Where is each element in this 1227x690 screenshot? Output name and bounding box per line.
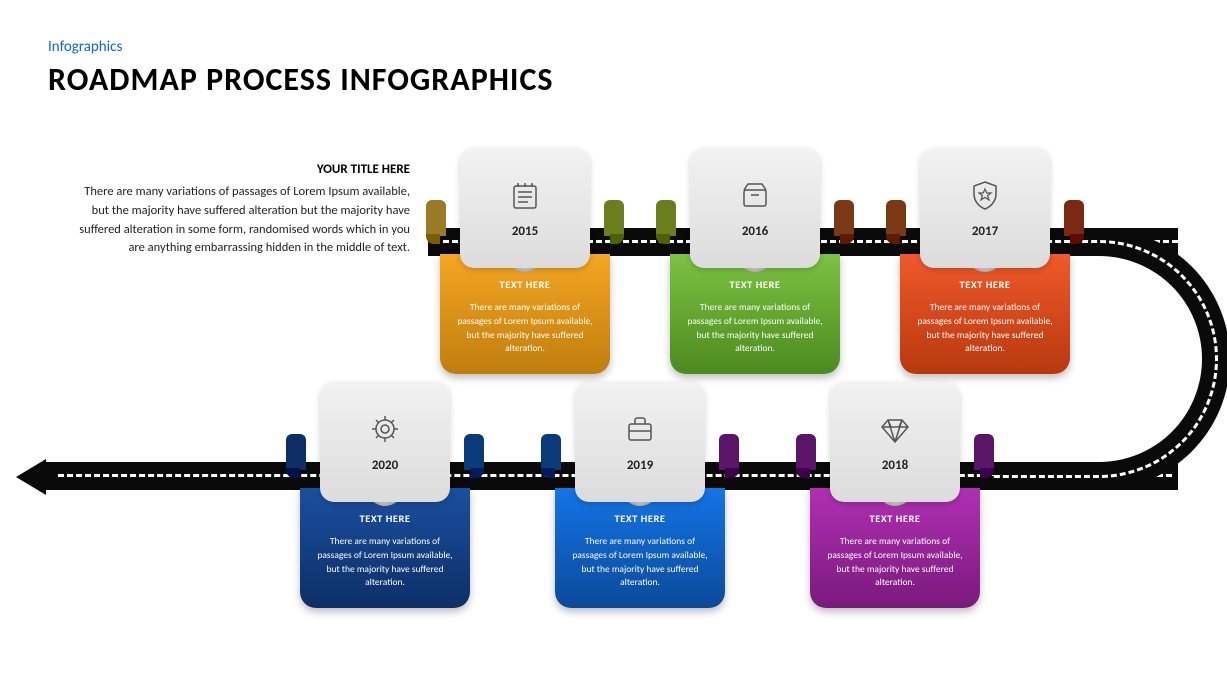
year-label: 2015 — [512, 224, 538, 239]
card-title: TEXT HERE — [569, 512, 711, 525]
milestone-2019: 2019 TEXT HERE There are many variations… — [555, 382, 725, 608]
page-subtitle: Infographics — [48, 38, 122, 56]
ribbon-left — [796, 434, 816, 470]
text-card: TEXT HERE There are many variations of p… — [670, 254, 840, 374]
card-body: There are many variations of passages of… — [314, 535, 456, 590]
milestone-2017: 2017 TEXT HERE There are many variations… — [900, 148, 1070, 374]
ribbon-left — [886, 200, 906, 236]
year-card: 2018 — [830, 382, 960, 502]
ribbon-left — [426, 200, 446, 236]
briefcase-icon — [623, 412, 657, 446]
card-title: TEXT HERE — [314, 512, 456, 525]
text-card: TEXT HERE There are many variations of p… — [300, 488, 470, 608]
ribbon-right — [1064, 200, 1084, 236]
road-arrow — [16, 459, 46, 495]
ribbon-right — [604, 200, 624, 236]
card-title: TEXT HERE — [454, 278, 596, 291]
intro-block: YOUR TITLE HERE There are many variation… — [75, 162, 410, 258]
ribbon-left — [286, 434, 306, 470]
text-card: TEXT HERE There are many variations of p… — [900, 254, 1070, 374]
milestone-2018: 2018 TEXT HERE There are many variations… — [810, 382, 980, 608]
year-label: 2020 — [372, 458, 398, 473]
card-body: There are many variations of passages of… — [684, 301, 826, 356]
notepad-icon — [508, 178, 542, 212]
box-icon — [738, 178, 772, 212]
ribbon-right — [974, 434, 994, 470]
shield-star-icon — [968, 178, 1002, 212]
year-label: 2018 — [882, 458, 908, 473]
gear-icon — [368, 412, 402, 446]
ribbon-right — [834, 200, 854, 236]
milestone-2020: 2020 TEXT HERE There are many variations… — [300, 382, 470, 608]
page-title: ROADMAP PROCESS INFOGRAPHICS — [48, 60, 554, 99]
text-card: TEXT HERE There are many variations of p… — [810, 488, 980, 608]
ribbon-left — [541, 434, 561, 470]
ribbon-right — [464, 434, 484, 470]
intro-body: There are many variations of passages of… — [75, 183, 410, 258]
card-body: There are many variations of passages of… — [454, 301, 596, 356]
ribbon-left — [656, 200, 676, 236]
card-body: There are many variations of passages of… — [914, 301, 1056, 356]
intro-title: YOUR TITLE HERE — [75, 162, 410, 177]
ribbon-right — [719, 434, 739, 470]
milestone-2015: 2015 TEXT HERE There are many variations… — [440, 148, 610, 374]
year-label: 2016 — [742, 224, 768, 239]
card-title: TEXT HERE — [684, 278, 826, 291]
year-card: 2016 — [690, 148, 820, 268]
milestone-2016: 2016 TEXT HERE There are many variations… — [670, 148, 840, 374]
text-card: TEXT HERE There are many variations of p… — [555, 488, 725, 608]
road-curve — [1100, 228, 1227, 490]
card-body: There are many variations of passages of… — [569, 535, 711, 590]
year-label: 2019 — [627, 458, 653, 473]
text-card: TEXT HERE There are many variations of p… — [440, 254, 610, 374]
diamond-icon — [878, 412, 912, 446]
year-card: 2019 — [575, 382, 705, 502]
card-body: There are many variations of passages of… — [824, 535, 966, 590]
card-title: TEXT HERE — [824, 512, 966, 525]
year-label: 2017 — [972, 224, 998, 239]
year-card: 2017 — [920, 148, 1050, 268]
year-card: 2020 — [320, 382, 450, 502]
card-title: TEXT HERE — [914, 278, 1056, 291]
year-card: 2015 — [460, 148, 590, 268]
